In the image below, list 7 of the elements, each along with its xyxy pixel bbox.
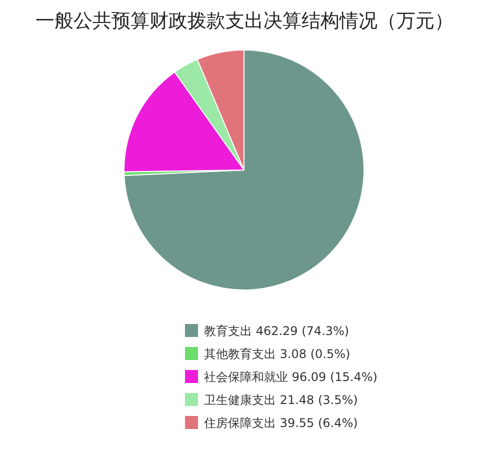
chart-title: 一般公共预算财政拨款支出决算结构情况（万元）	[36, 10, 454, 32]
legend-label: 住房保障支出 39.55 (6.4%)	[203, 416, 358, 430]
legend-label: 其他教育支出 3.08 (0.5%)	[204, 347, 350, 361]
legend-label: 卫生健康支出 21.48 (3.5%)	[204, 393, 358, 407]
legend-label: 社会保障和就业 96.09 (15.4%)	[204, 370, 378, 384]
pie-slice	[124, 50, 364, 290]
legend-label: 教育支出 462.29 (74.3%)	[204, 324, 350, 338]
